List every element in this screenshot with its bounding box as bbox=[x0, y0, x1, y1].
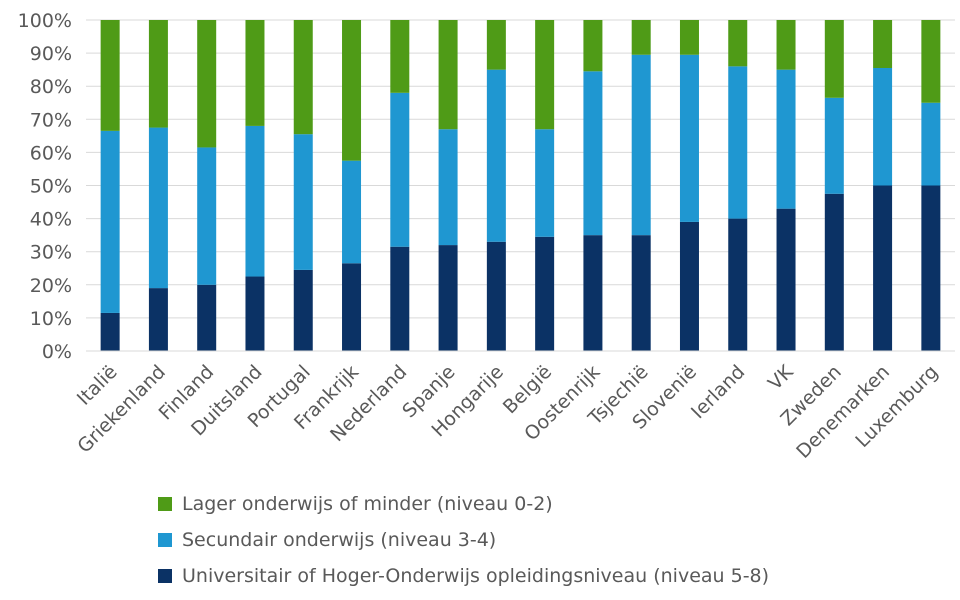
bar-segment bbox=[776, 20, 796, 70]
y-tick-label: 20% bbox=[30, 275, 72, 297]
bar-segment bbox=[921, 185, 941, 351]
bar-segment bbox=[148, 20, 168, 128]
bar-segment bbox=[342, 160, 362, 264]
legend-item-secundair: Secundair onderwijs (niveau 3-4) bbox=[158, 522, 769, 558]
x-tick-label: VK bbox=[764, 361, 798, 395]
bar-segment bbox=[100, 130, 120, 313]
y-tick-label: 40% bbox=[30, 209, 72, 231]
y-tick-label: 50% bbox=[30, 176, 72, 198]
legend-swatch-lager bbox=[158, 497, 172, 511]
legend-label-lager: Lager onderwijs of minder (niveau 0-2) bbox=[182, 493, 553, 515]
bar-segment bbox=[342, 20, 362, 161]
bar-segment bbox=[728, 20, 748, 67]
bar-segment bbox=[921, 20, 941, 103]
legend-label-universitair: Universitair of Hoger-Onderwijs opleidin… bbox=[182, 565, 770, 587]
legend-swatch-secundair bbox=[158, 533, 172, 547]
bar-segment bbox=[824, 193, 844, 351]
bar-segment bbox=[390, 20, 410, 93]
bar-segment bbox=[631, 54, 651, 236]
bar-segment bbox=[148, 127, 168, 289]
y-tick-label: 90% bbox=[30, 43, 72, 65]
bar-segment bbox=[293, 20, 313, 135]
bar-segment bbox=[197, 284, 217, 351]
y-tick-labels: 0% 10% 20% 30% 40% 50% 60% 70% 80% 90% 100% bbox=[18, 10, 72, 363]
bar-segment bbox=[776, 208, 796, 351]
bar-segment bbox=[824, 97, 844, 194]
y-tick-label: 100% bbox=[18, 10, 72, 32]
bar-segment bbox=[390, 92, 410, 247]
bar-segment bbox=[245, 125, 265, 277]
bar-segment bbox=[486, 20, 506, 70]
bar-segment bbox=[679, 221, 699, 351]
bar-segment bbox=[631, 20, 651, 55]
bar-segment bbox=[921, 102, 941, 186]
bar-segment bbox=[728, 218, 748, 351]
y-tick-label: 70% bbox=[30, 109, 72, 131]
bar-segment bbox=[486, 241, 506, 351]
bar-segment bbox=[100, 20, 120, 131]
bar-segment bbox=[197, 147, 217, 285]
y-tick-label: 60% bbox=[30, 142, 72, 164]
bar-segment bbox=[679, 54, 699, 222]
bar-segment bbox=[873, 20, 893, 68]
gridlines bbox=[86, 19, 955, 319]
bar-segment bbox=[776, 69, 796, 209]
bar-segment bbox=[535, 20, 555, 130]
bar-segment bbox=[438, 129, 458, 246]
legend: Lager onderwijs of minder (niveau 0-2) S… bbox=[158, 486, 769, 594]
bar-segment bbox=[873, 185, 893, 351]
legend-item-universitair: Universitair of Hoger-Onderwijs opleidin… bbox=[158, 558, 769, 594]
legend-item-lager: Lager onderwijs of minder (niveau 0-2) bbox=[158, 486, 769, 522]
y-tick-label: 30% bbox=[30, 242, 72, 264]
bar-segment bbox=[873, 67, 893, 186]
bar-segment bbox=[245, 276, 265, 351]
y-tick-label: 0% bbox=[42, 341, 72, 363]
bar-segment bbox=[293, 134, 313, 270]
bar-segment bbox=[100, 312, 120, 351]
bar-segment bbox=[148, 288, 168, 351]
x-tick-label: Ierland bbox=[687, 361, 749, 423]
bar-segment bbox=[438, 20, 458, 130]
bar-segment bbox=[535, 129, 555, 237]
legend-label-secundair: Secundair onderwijs (niveau 3-4) bbox=[182, 529, 497, 551]
bar-segment bbox=[679, 20, 699, 55]
bar-segment bbox=[342, 263, 362, 351]
bar-segment bbox=[438, 245, 458, 351]
bar-segment bbox=[728, 66, 748, 219]
bar-segment bbox=[535, 236, 555, 351]
bar-segment bbox=[197, 20, 217, 148]
bar-segment bbox=[245, 20, 265, 126]
bars bbox=[100, 20, 941, 351]
legend-swatch-universitair bbox=[158, 569, 172, 583]
bar-segment bbox=[390, 246, 410, 351]
bar-segment bbox=[486, 69, 506, 242]
y-tick-label: 10% bbox=[30, 308, 72, 330]
bar-segment bbox=[583, 71, 603, 236]
bar-segment bbox=[583, 235, 603, 351]
x-tick-labels: ItaliëGriekenlandFinlandDuitslandPortuga… bbox=[73, 361, 942, 463]
bar-segment bbox=[631, 235, 651, 351]
bar-segment bbox=[583, 20, 603, 72]
bar-segment bbox=[824, 20, 844, 98]
y-tick-label: 80% bbox=[30, 76, 72, 98]
bar-segment bbox=[293, 269, 313, 351]
